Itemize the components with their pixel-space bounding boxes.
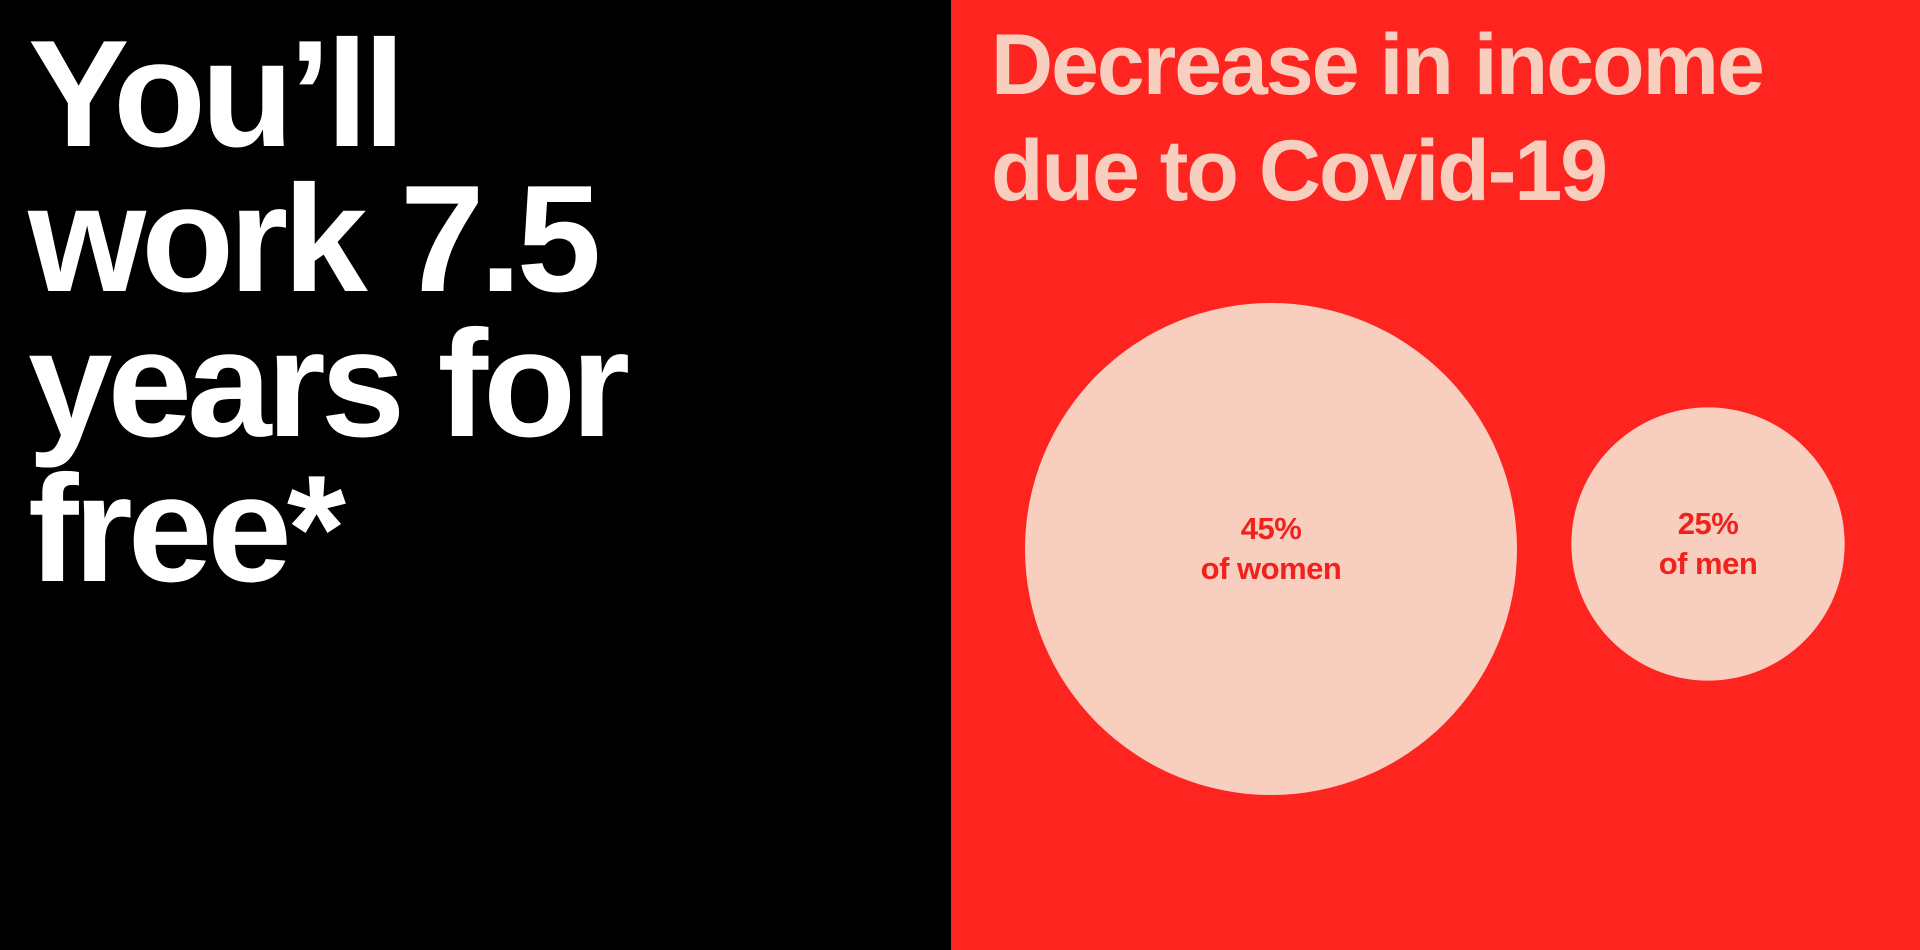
bubble-chart: 45% of women 25% of men — [1025, 303, 1845, 795]
headline-line: years for — [28, 299, 630, 469]
bubble-value-label: 45% — [1241, 511, 1302, 546]
bubble-of-men — [1571, 407, 1845, 681]
chart-title-line: due to Covid-19 — [991, 123, 1608, 219]
bubble-value-label: 25% — [1678, 506, 1739, 541]
left-panel: You’ll work 7.5 years for free* — [0, 0, 951, 950]
headline-line: work 7.5 — [28, 154, 601, 324]
headline-line: free* — [28, 444, 346, 614]
bubble-of-women — [1025, 303, 1517, 795]
chart-title-line: Decrease in income — [991, 17, 1765, 113]
chart-panel: Decrease in income due to Covid-19 45% of… — [951, 0, 1920, 950]
bubble-category-label: of men — [1659, 546, 1758, 581]
headline-line: You’ll — [28, 9, 405, 179]
bubble-category-label: of women — [1201, 551, 1342, 586]
headline: You’ll work 7.5 years for free* — [28, 18, 630, 605]
chart-title: Decrease in income due to Covid-19 — [991, 12, 1765, 224]
